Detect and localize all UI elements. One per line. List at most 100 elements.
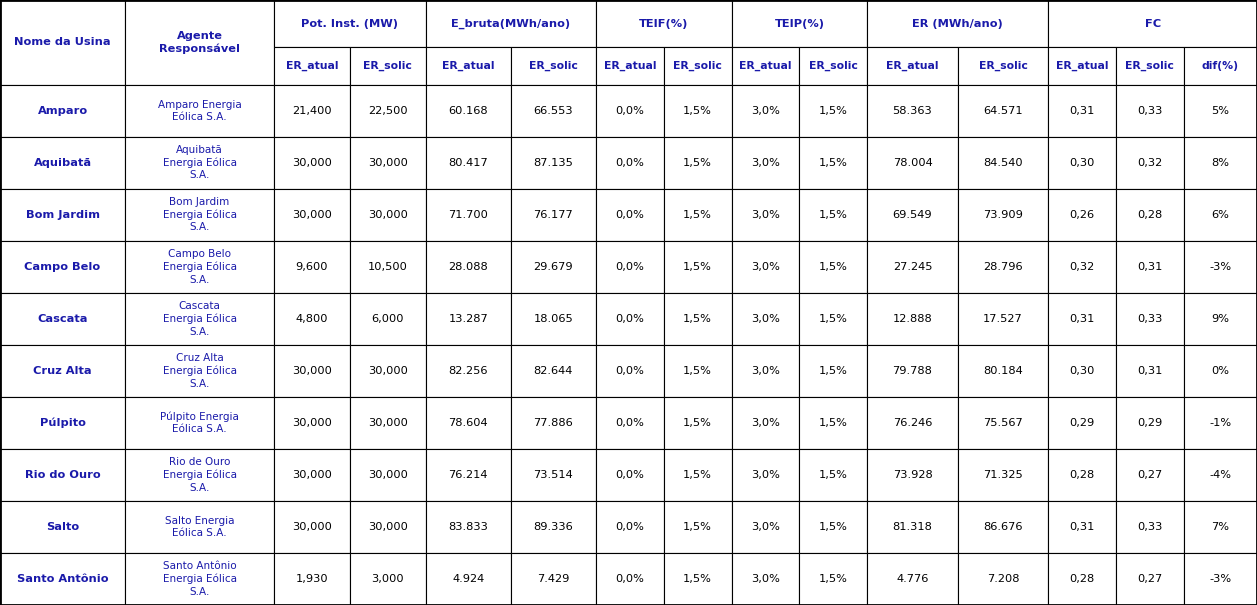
Text: 75.567: 75.567	[983, 418, 1023, 428]
Bar	[0, 85, 124, 137]
Bar	[799, 293, 867, 345]
Text: 79.788: 79.788	[892, 366, 933, 376]
Text: 1,5%: 1,5%	[684, 418, 713, 428]
Text: 3,0%: 3,0%	[752, 106, 779, 116]
Bar	[1048, 0, 1257, 47]
Text: 3,0%: 3,0%	[752, 366, 779, 376]
Text: 3,0%: 3,0%	[752, 210, 779, 220]
Text: 0,31: 0,31	[1138, 262, 1163, 272]
Text: 21,400: 21,400	[292, 106, 332, 116]
Text: 9,600: 9,600	[295, 262, 328, 272]
Text: ER_solic: ER_solic	[978, 61, 1027, 71]
Bar	[799, 137, 867, 189]
Bar	[1116, 501, 1184, 553]
Text: 0,0%: 0,0%	[616, 522, 645, 532]
Text: 6,000: 6,000	[372, 314, 403, 324]
Text: 71.325: 71.325	[983, 470, 1023, 480]
Bar	[867, 47, 958, 85]
Text: 18.065: 18.065	[533, 314, 573, 324]
Text: 30,000: 30,000	[368, 366, 407, 376]
Bar	[596, 501, 664, 553]
Text: 64.571: 64.571	[983, 106, 1023, 116]
Text: Bom Jardim: Bom Jardim	[25, 210, 99, 220]
Bar	[1184, 137, 1257, 189]
Bar	[349, 501, 426, 553]
Bar	[596, 189, 664, 241]
Bar	[867, 553, 958, 605]
Bar	[1116, 397, 1184, 449]
Text: 0,33: 0,33	[1138, 522, 1163, 532]
Text: TEIP(%): TEIP(%)	[774, 19, 825, 28]
Bar	[867, 345, 958, 397]
Bar	[274, 85, 349, 137]
Text: 1,5%: 1,5%	[684, 522, 713, 532]
Text: 0,33: 0,33	[1138, 106, 1163, 116]
Text: Campo Belo
Energia Eólica
S.A.: Campo Belo Energia Eólica S.A.	[162, 249, 236, 284]
Text: 10,500: 10,500	[368, 262, 407, 272]
Text: 1,5%: 1,5%	[818, 418, 847, 428]
Text: 9%: 9%	[1212, 314, 1229, 324]
Bar	[124, 241, 274, 293]
Text: 0,29: 0,29	[1138, 418, 1163, 428]
Text: 1,5%: 1,5%	[684, 470, 713, 480]
Bar	[510, 397, 596, 449]
Bar	[426, 553, 510, 605]
Text: 3,0%: 3,0%	[752, 574, 779, 584]
Text: 0,31: 0,31	[1138, 366, 1163, 376]
Bar	[1048, 293, 1116, 345]
Text: 1,5%: 1,5%	[818, 262, 847, 272]
Bar	[732, 241, 799, 293]
Text: 27.245: 27.245	[892, 262, 933, 272]
Text: 1,930: 1,930	[295, 574, 328, 584]
Bar	[1116, 293, 1184, 345]
Bar	[274, 449, 349, 501]
Bar	[124, 397, 274, 449]
Text: 30,000: 30,000	[368, 418, 407, 428]
Bar	[958, 397, 1048, 449]
Text: Cascata
Energia Eólica
S.A.: Cascata Energia Eólica S.A.	[162, 301, 236, 336]
Text: Púlpito: Púlpito	[39, 417, 85, 428]
Text: 1,5%: 1,5%	[818, 314, 847, 324]
Bar	[274, 293, 349, 345]
Text: 0,0%: 0,0%	[616, 366, 645, 376]
Text: 1,5%: 1,5%	[684, 366, 713, 376]
Bar	[1116, 85, 1184, 137]
Bar	[1048, 137, 1116, 189]
Bar	[664, 449, 732, 501]
Text: 5%: 5%	[1212, 106, 1229, 116]
Bar	[0, 293, 124, 345]
Text: 0,31: 0,31	[1070, 314, 1095, 324]
Bar	[732, 0, 867, 47]
Text: 7.208: 7.208	[987, 574, 1019, 584]
Bar	[958, 85, 1048, 137]
Bar	[274, 189, 349, 241]
Text: 3,0%: 3,0%	[752, 158, 779, 168]
Text: 1,5%: 1,5%	[684, 106, 713, 116]
Text: 7.429: 7.429	[537, 574, 569, 584]
Text: 84.540: 84.540	[983, 158, 1023, 168]
Text: 0,27: 0,27	[1138, 574, 1163, 584]
Text: 30,000: 30,000	[292, 210, 332, 220]
Text: 0,28: 0,28	[1070, 470, 1095, 480]
Bar	[274, 397, 349, 449]
Bar	[799, 449, 867, 501]
Text: Amparo Energia
Eólica S.A.: Amparo Energia Eólica S.A.	[157, 99, 241, 122]
Bar	[958, 501, 1048, 553]
Text: 30,000: 30,000	[292, 522, 332, 532]
Bar	[349, 553, 426, 605]
Bar	[1116, 137, 1184, 189]
Bar	[1116, 47, 1184, 85]
Bar	[274, 345, 349, 397]
Text: Bom Jardim
Energia Eólica
S.A.: Bom Jardim Energia Eólica S.A.	[162, 197, 236, 232]
Text: Santo Antônio: Santo Antônio	[16, 574, 108, 584]
Text: 3,0%: 3,0%	[752, 314, 779, 324]
Text: 30,000: 30,000	[368, 522, 407, 532]
Bar	[958, 47, 1048, 85]
Text: 4.776: 4.776	[896, 574, 929, 584]
Bar	[510, 345, 596, 397]
Bar	[1184, 85, 1257, 137]
Bar	[0, 241, 124, 293]
Bar	[349, 293, 426, 345]
Bar	[799, 189, 867, 241]
Bar	[799, 85, 867, 137]
